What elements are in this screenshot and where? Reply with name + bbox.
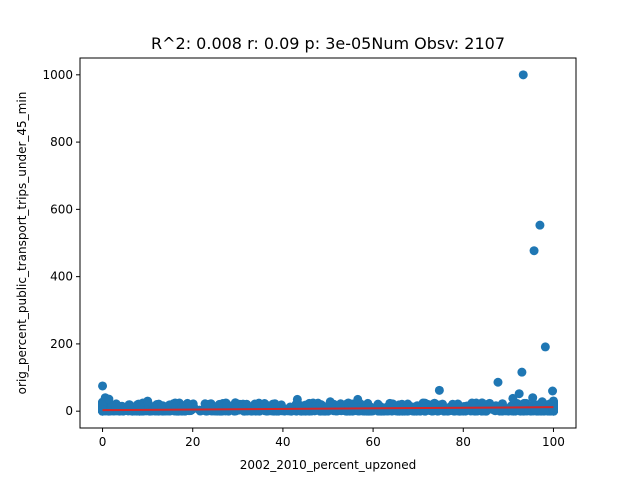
y-tick-label: 400 [50,270,73,284]
data-point [118,406,128,416]
data-point [397,404,407,414]
fit-line-group [102,406,554,412]
data-point-outlier [143,396,153,406]
plot-area-frame [79,57,577,429]
y-tick-label: 0 [65,404,73,418]
data-point-outlier [514,389,524,399]
data-point [530,404,540,414]
chart-title: R^2: 0.008 r: 0.09 p: 3e-05Num Obsv: 210… [151,34,505,53]
x-tick-label: 100 [542,435,565,449]
data-point-outlier [292,394,302,404]
y-tick-label: 1000 [42,68,73,82]
data-point [519,398,529,408]
data-point [373,399,383,409]
data-point-outlier [325,397,335,407]
data-point-outlier [420,398,430,408]
data-point [163,406,173,416]
data-point [202,406,212,416]
data-point-outlier [353,394,363,404]
y-axis-label: orig_percent_public_transport_trips_unde… [15,92,29,395]
data-point-outlier [528,393,538,403]
data-point [472,406,482,416]
data-point-outlier [168,399,178,409]
data-point [212,406,222,416]
data-point [548,402,558,412]
data-point-outlier [517,367,527,377]
data-point-outlier [455,401,465,411]
y-axis-ticks: 0 200 400 600 800 1000 [42,68,80,418]
y-tick-label: 200 [50,337,73,351]
x-tick-label: 20 [185,435,200,449]
x-tick-label: 40 [275,435,290,449]
data-point-outlier [222,400,232,410]
data-point-outlier [104,394,114,404]
x-tick-label: 80 [456,435,471,449]
data-point-outlier [98,381,108,391]
data-point [310,405,320,415]
data-point-outlier [529,246,539,256]
fit-line [102,406,554,412]
data-point [430,398,440,408]
y-tick-label: 800 [50,135,73,149]
data-point [177,403,187,413]
data-point-outlier [535,220,545,230]
x-axis-ticks: 0 20 40 60 80 100 [99,428,565,449]
data-point-outlier [548,386,558,396]
x-tick-label: 0 [99,435,107,449]
data-point-outlier [493,377,503,387]
x-tick-label: 60 [365,435,380,449]
data-point-outlier [434,385,444,395]
data-point [515,406,525,416]
x-axis-label: 2002_2010_percent_upzoned [240,458,417,472]
y-tick-label: 600 [50,202,73,216]
data-point-outlier [508,393,518,403]
data-point-outlier [540,342,550,352]
data-point-outlier [537,397,547,407]
data-point-outlier [518,70,528,80]
